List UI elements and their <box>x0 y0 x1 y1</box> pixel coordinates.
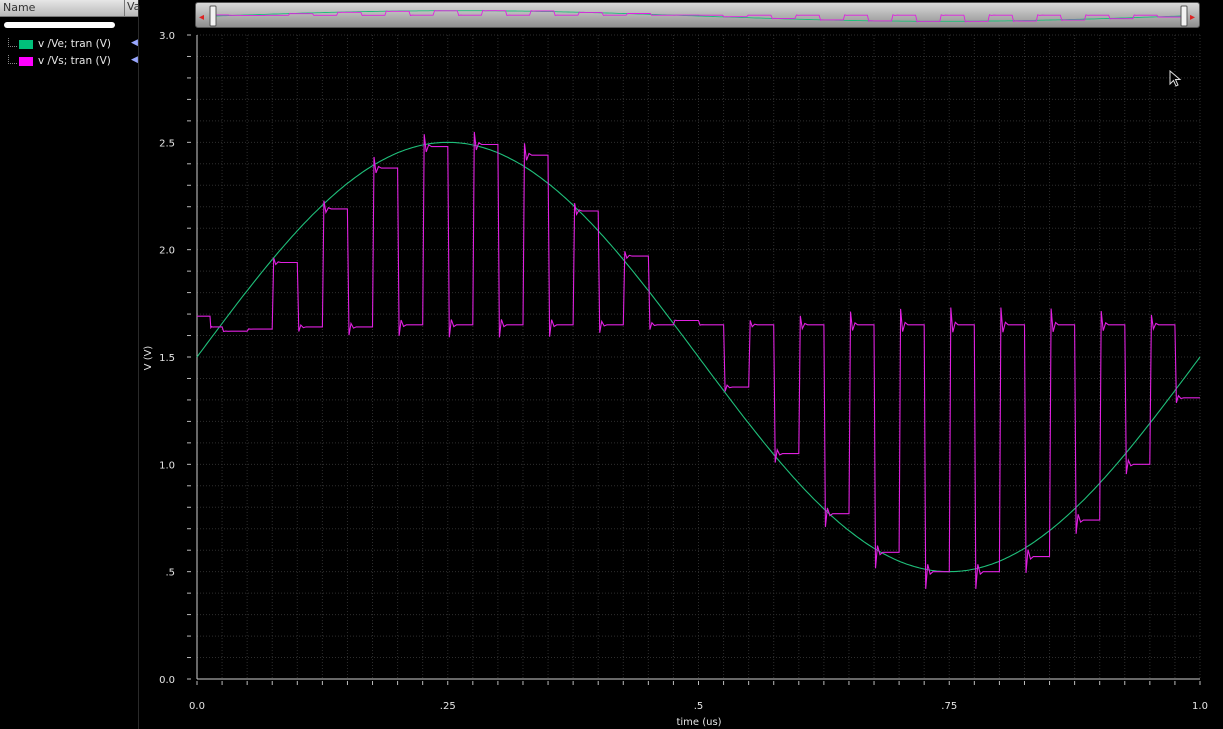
scroll-right-arrow-icon[interactable]: ▸ <box>1190 12 1195 23</box>
column-value-header[interactable]: Va <box>124 0 140 16</box>
y-tick-label: 2.5 <box>159 138 175 149</box>
color-swatch <box>19 40 33 49</box>
y-tick-label: 1.5 <box>159 353 175 364</box>
filter-field[interactable] <box>4 22 115 28</box>
mouse-pointer-icon <box>1169 70 1182 87</box>
y-tick-label: 2.0 <box>159 246 175 257</box>
browser-header: Name Va <box>0 0 140 17</box>
x-tick-label: 0.0 <box>189 701 205 712</box>
grid <box>196 34 1201 680</box>
scroll-left-arrow-icon[interactable]: ◂ <box>199 12 204 23</box>
y-axis-label: V (V) <box>143 346 154 371</box>
eye-icon[interactable]: ◀ <box>131 38 138 48</box>
signal-label: v /Ve; tran (V) <box>38 38 112 50</box>
signal-browser-panel: Name Va v /Ve; tran (V) ◀ v /Vs; tran (V… <box>0 0 140 729</box>
series-line-0 <box>196 141 1201 573</box>
y-tick-label: 3.0 <box>159 31 175 42</box>
x-axis-label: time (us) <box>676 717 721 728</box>
y-tick-label: .5 <box>165 568 175 579</box>
x-axis-ticks: 0.0 .25 .5 .75 1.0 <box>189 701 1208 712</box>
signal-item-vs[interactable]: v /Vs; tran (V) ◀ <box>8 55 138 69</box>
x-tick-label: 1.0 <box>1192 701 1208 712</box>
overview-series-1 <box>216 9 1181 23</box>
signal-label: v /Vs; tran (V) <box>38 55 111 67</box>
eye-icon[interactable]: ◀ <box>131 55 138 65</box>
series-layer <box>196 131 1201 589</box>
overview-scrollbar[interactable]: ◂ ▸ <box>195 2 1200 28</box>
color-swatch <box>19 57 33 66</box>
y-tick-label: 1.0 <box>159 460 175 471</box>
overview-preview: ◂ ▸ <box>199 5 1195 27</box>
series-line-1 <box>197 131 1200 589</box>
tree-connector <box>8 38 17 47</box>
x-tick-label: .25 <box>440 701 456 712</box>
overview-right-handle <box>1180 5 1188 27</box>
overview-left-handle <box>209 5 217 27</box>
x-tick-label: .5 <box>694 701 704 712</box>
x-tick-label: .75 <box>941 701 957 712</box>
y-tick-label: 0.0 <box>159 675 175 686</box>
signal-item-ve[interactable]: v /Ve; tran (V) ◀ <box>8 38 138 52</box>
axes <box>187 34 1201 685</box>
tree-connector <box>8 55 17 64</box>
column-name-header[interactable]: Name <box>3 1 36 14</box>
y-axis-ticks: 0.0 .5 1.0 1.5 2.0 2.5 3.0 <box>159 31 175 686</box>
